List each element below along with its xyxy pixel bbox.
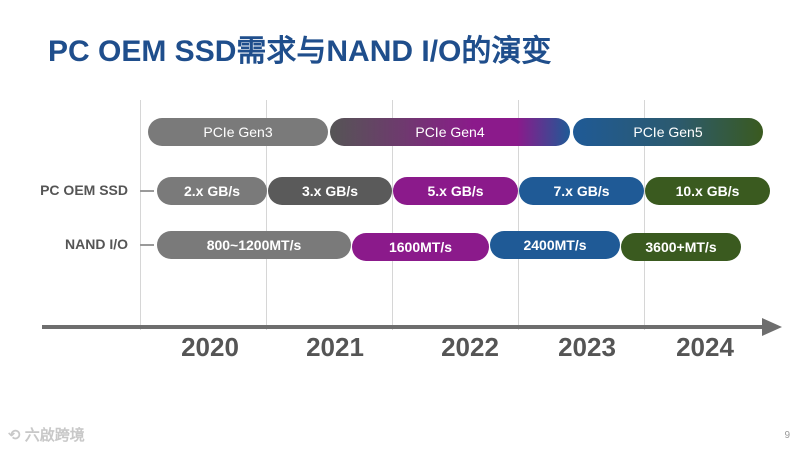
row-label-pc-oem-ssd: PC OEM SSD [40,182,128,198]
logo-icon: ⟲ [8,427,21,444]
nand-speed-pill: 2400MT/s [490,231,620,259]
year-label: 2023 [558,332,616,362]
grid-line [518,100,519,330]
year-label: 2024 [676,332,734,362]
pcie-gen4-bar: PCIe Gen4 [330,118,570,146]
pcie-gen5-bar: PCIe Gen5 [573,118,763,146]
year-label: 2022 [441,332,499,362]
grid-line [266,100,267,330]
year-label: 2020 [181,332,239,362]
ssd-speed-pill: 7.x GB/s [519,177,644,205]
ssd-speed-pill: 5.x GB/s [393,177,518,205]
row-connector [140,244,154,246]
year-label: 2021 [306,332,364,362]
timeline-axis [42,325,764,329]
logo-text: 六啟跨境 [24,427,85,444]
page-title: PC OEM SSD需求与NAND I/O的演变 [48,35,552,68]
timeline-arrow-icon [762,318,782,336]
grid-line [140,100,141,330]
nand-speed-pill: 1600MT/s [352,233,489,261]
pcie-gen3-bar: PCIe Gen3 [148,118,328,146]
nand-speed-pill: 800~1200MT/s [157,231,351,259]
ssd-speed-pill: 3.x GB/s [268,177,392,205]
ssd-speed-pill: 2.x GB/s [157,177,267,205]
row-label-nand-io: NAND I/O [65,236,128,252]
grid-line [392,100,393,330]
row-connector [140,190,154,192]
page-number: 9 [784,430,790,441]
grid-line [644,100,645,330]
ssd-speed-pill: 10.x GB/s [645,177,770,205]
watermark-logo: ⟲ 六啟跨境 [8,424,85,445]
nand-speed-pill: 3600+MT/s [621,233,741,261]
